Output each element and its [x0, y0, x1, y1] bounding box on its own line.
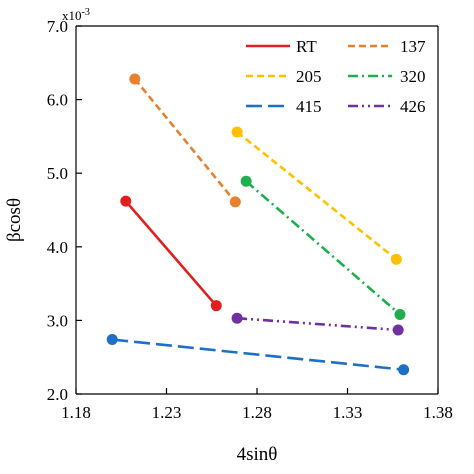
y-ticks: 2.0 3.0 4.0 5.0 6.0 7.0 — [47, 17, 82, 404]
data-point-137 — [229, 196, 241, 208]
y-tick-label: 5.0 — [47, 164, 68, 183]
data-point-137 — [129, 73, 141, 85]
legend-label: 137 — [400, 37, 426, 56]
data-point-205 — [390, 253, 402, 265]
series-line-RT — [124, 200, 218, 307]
legend-label: 205 — [296, 67, 322, 86]
x-tick-label: 1.38 — [423, 403, 453, 422]
data-point-426 — [231, 312, 243, 324]
legend-item-415: 415 — [246, 97, 322, 116]
legend-label: 415 — [296, 97, 322, 116]
y-tick-label: 3.0 — [47, 311, 68, 330]
legend-item-426: 426 — [348, 97, 426, 116]
series-line-205 — [236, 130, 398, 261]
series-group — [106, 73, 410, 376]
x-axis-label: 4sinθ — [237, 444, 278, 465]
y-tick-label: 7.0 — [47, 17, 68, 36]
series-137 — [129, 73, 241, 208]
series-line-415 — [112, 338, 404, 372]
data-point-RT — [210, 300, 222, 312]
legend-item-137: 137 — [348, 37, 426, 56]
data-point-320 — [394, 309, 406, 321]
y-tick-label: 4.0 — [47, 238, 68, 257]
legend-label: 426 — [400, 97, 426, 116]
series-205 — [231, 126, 402, 265]
legend-item-205: 205 — [246, 67, 322, 86]
legend-item-RT: RT — [246, 37, 317, 56]
legend-label: RT — [296, 37, 317, 56]
series-426 — [231, 312, 404, 336]
y-tick-label: 6.0 — [47, 91, 68, 110]
y-axis-label: βcosθ — [4, 198, 25, 242]
x-tick-label: 1.28 — [242, 403, 272, 422]
data-point-426 — [392, 324, 404, 336]
series-line-320 — [245, 180, 401, 316]
x-tick-label: 1.18 — [61, 403, 91, 422]
data-point-205 — [231, 126, 243, 138]
y-multiplier-label: x10-3 — [62, 7, 90, 23]
data-point-RT — [120, 195, 132, 207]
data-point-415 — [398, 364, 410, 376]
series-line-426 — [236, 316, 399, 332]
legend-item-320: 320 — [348, 67, 426, 86]
data-point-415 — [106, 334, 118, 346]
x-tick-label: 1.33 — [333, 403, 363, 422]
legend-label: 320 — [400, 67, 426, 86]
series-RT — [120, 195, 222, 312]
series-320 — [240, 175, 406, 321]
series-415 — [106, 334, 410, 376]
y-tick-label: 2.0 — [47, 385, 68, 404]
series-line-137 — [133, 78, 237, 203]
axes — [75, 25, 439, 395]
x-tick-label: 1.23 — [152, 403, 182, 422]
data-point-320 — [240, 175, 252, 187]
legend: RT 137 205 320 415 426 — [246, 37, 426, 116]
x-ticks: 1.18 1.23 1.28 1.33 1.38 — [61, 388, 453, 422]
